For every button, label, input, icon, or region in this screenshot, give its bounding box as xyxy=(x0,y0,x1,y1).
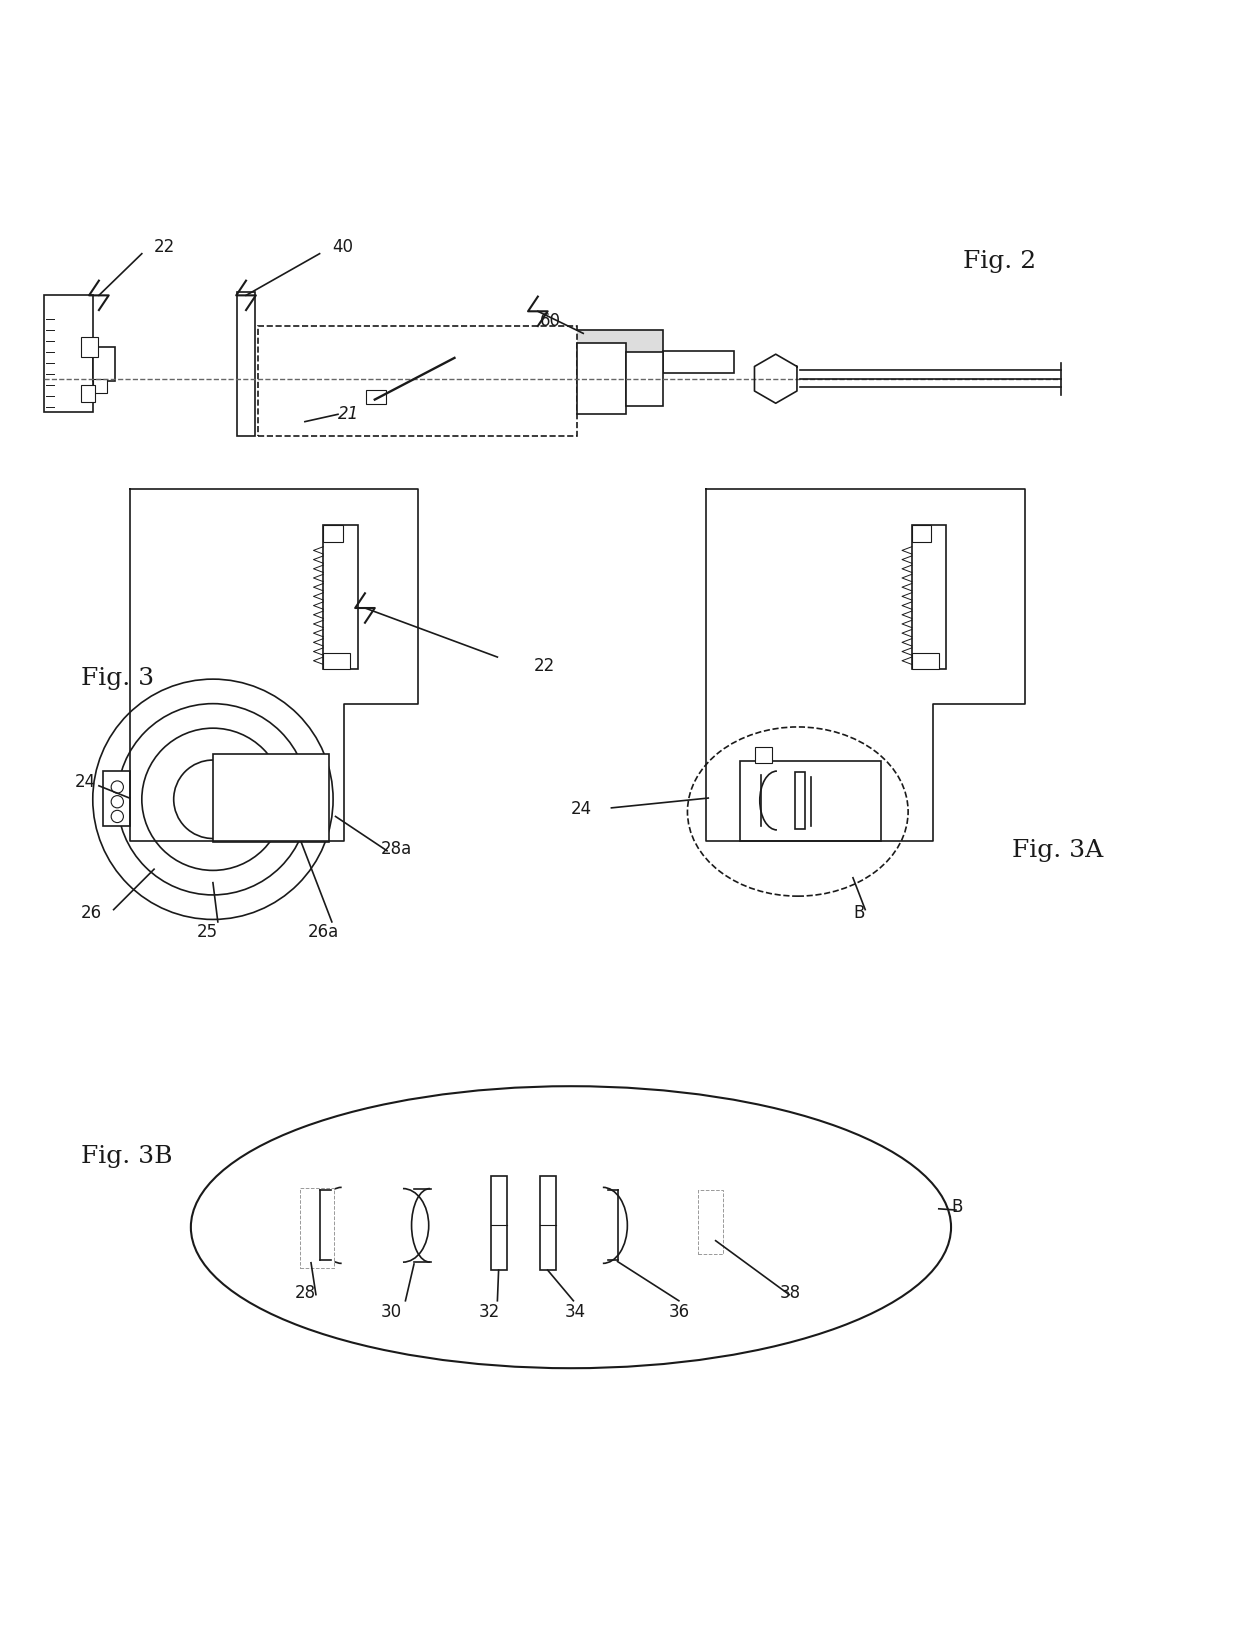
Text: 21: 21 xyxy=(339,405,360,423)
Text: 26a: 26a xyxy=(308,923,339,941)
Text: 22: 22 xyxy=(154,238,175,257)
Bar xyxy=(510,330,663,355)
Text: 34: 34 xyxy=(565,1302,587,1320)
Bar xyxy=(911,653,939,669)
Bar xyxy=(541,1175,557,1270)
Bar xyxy=(103,772,129,827)
Bar xyxy=(93,347,115,381)
Text: 38: 38 xyxy=(780,1284,801,1302)
Text: 28: 28 xyxy=(295,1284,316,1302)
Bar xyxy=(703,1198,718,1247)
Bar xyxy=(565,361,599,384)
Bar xyxy=(366,389,386,404)
Bar xyxy=(213,754,330,842)
Text: 60: 60 xyxy=(541,313,562,330)
Bar xyxy=(510,352,577,384)
Bar xyxy=(698,1190,723,1254)
Bar xyxy=(43,295,93,412)
Bar xyxy=(324,653,350,669)
Bar xyxy=(491,1175,507,1270)
Bar xyxy=(324,524,343,542)
Bar xyxy=(626,352,663,405)
Bar xyxy=(663,350,734,373)
Bar xyxy=(93,379,108,394)
Text: 32: 32 xyxy=(479,1302,500,1320)
Text: 36: 36 xyxy=(670,1302,691,1320)
Bar xyxy=(795,772,805,829)
Text: 40: 40 xyxy=(332,238,353,257)
Bar xyxy=(911,524,931,542)
Text: B: B xyxy=(951,1198,962,1216)
Text: 25: 25 xyxy=(197,923,218,941)
Text: Fig. 3B: Fig. 3B xyxy=(81,1146,172,1169)
Bar xyxy=(740,762,882,842)
Text: 24: 24 xyxy=(570,799,591,817)
Bar xyxy=(911,524,946,669)
Text: 26: 26 xyxy=(81,904,102,921)
Bar xyxy=(81,384,95,402)
Text: 24: 24 xyxy=(74,773,95,791)
Text: Fig. 3: Fig. 3 xyxy=(81,667,154,690)
Bar xyxy=(237,291,254,436)
Text: 22: 22 xyxy=(534,656,556,674)
Bar xyxy=(324,524,357,669)
Bar xyxy=(577,344,626,414)
Text: B: B xyxy=(853,904,864,921)
Text: 28a: 28a xyxy=(381,840,412,858)
Text: Fig. 2: Fig. 2 xyxy=(963,251,1037,274)
Text: 30: 30 xyxy=(381,1302,402,1320)
Bar xyxy=(755,747,773,762)
Bar xyxy=(300,1188,335,1268)
Bar xyxy=(258,326,577,436)
Bar xyxy=(81,337,98,357)
Text: Fig. 3A: Fig. 3A xyxy=(1012,838,1104,861)
